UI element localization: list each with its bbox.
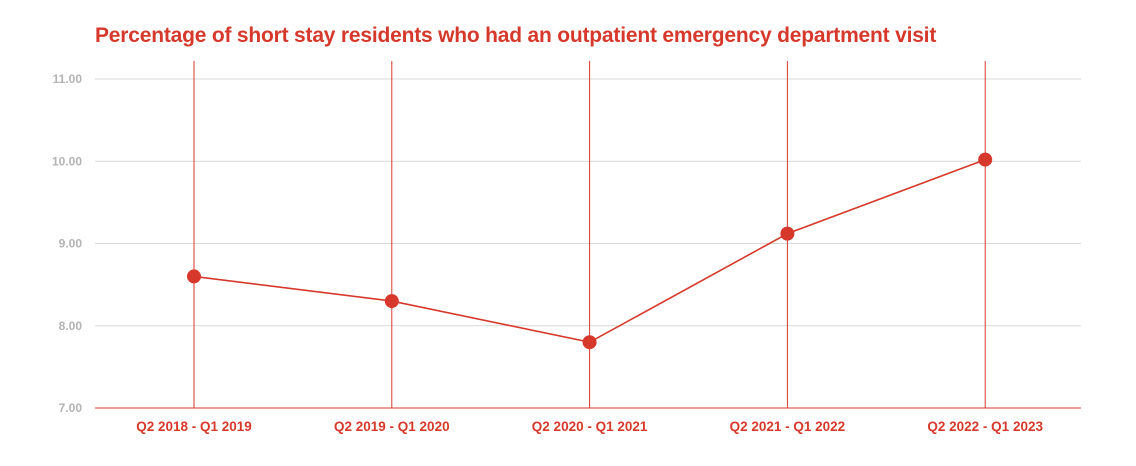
data-points [187,152,993,350]
y-tick-label: 7.00 [59,401,83,415]
y-tick-label: 9.00 [59,237,83,251]
data-point[interactable] [187,269,201,284]
x-tick-label: Q2 2022 - Q1 2023 [927,419,1043,434]
data-point[interactable] [978,152,993,167]
data-point[interactable] [582,335,597,350]
x-tick-label: Q2 2019 - Q1 2020 [334,419,450,434]
y-tick-label: 11.00 [53,72,83,86]
x-tick-label: Q2 2021 - Q1 2022 [730,419,846,434]
y-tick-label: 8.00 [59,319,83,333]
x-tick-label: Q2 2020 - Q1 2021 [532,419,648,434]
data-point[interactable] [384,294,399,309]
chart-title: Percentage of short stay residents who h… [95,24,937,47]
gridlines [95,78,1081,327]
y-tick-label: 10.00 [52,154,82,168]
x-tick-label: Q2 2018 - Q1 2019 [136,419,252,434]
x-axis-tick-labels: Q2 2018 - Q1 2019 Q2 2019 - Q1 2020 Q2 202… [136,419,1043,434]
category-guide-lines [193,61,986,408]
y-axis-tick-labels: 7.00 8.00 9.00 10.00 11.00 [52,72,82,415]
data-point[interactable] [780,226,795,241]
